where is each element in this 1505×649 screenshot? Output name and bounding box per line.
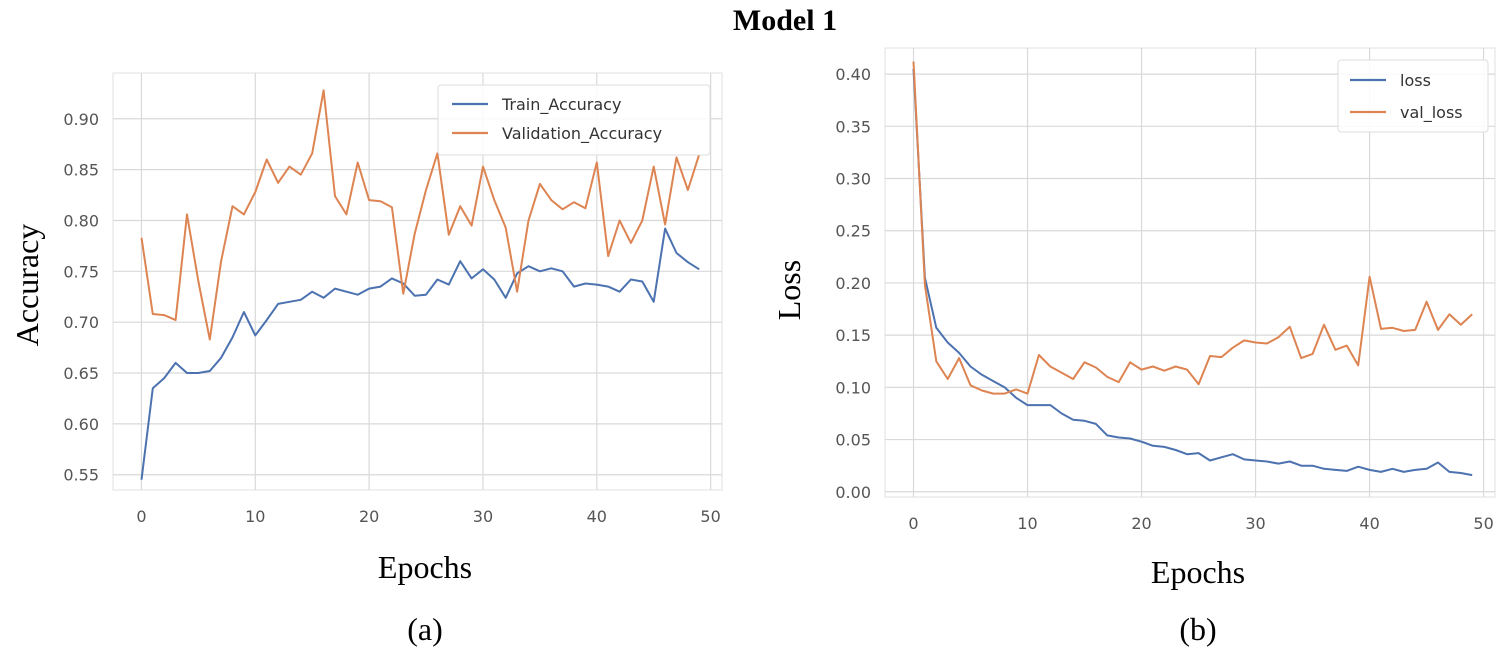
loss-xtick-label: 10 <box>1017 514 1037 533</box>
accuracy-ytick-label: 0.65 <box>63 364 99 383</box>
loss-ytick-label: 0.05 <box>835 431 871 450</box>
loss-lines <box>912 61 1473 477</box>
panel-label-b: (b) <box>1179 611 1216 647</box>
accuracy-ytick-label: 0.60 <box>63 415 99 434</box>
figure-title: Model 1 <box>733 4 837 37</box>
loss-ytick-label: 0.15 <box>835 326 871 345</box>
loss-ytick-label: 0.25 <box>835 222 871 241</box>
accuracy-xtick-label: 50 <box>700 507 720 526</box>
accuracy-legend: Train_Accuracy Validation_Accuracy <box>437 84 711 156</box>
loss-ytick-label: 0.20 <box>835 274 871 293</box>
accuracy-ytick-label: 0.55 <box>63 466 99 485</box>
legend-label-validation-accuracy: Validation_Accuracy <box>502 124 662 144</box>
accuracy-lines <box>140 89 701 480</box>
accuracy-xtick-label: 30 <box>473 507 493 526</box>
accuracy-legend-box <box>437 84 711 156</box>
accuracy-xtick-label: 10 <box>245 507 265 526</box>
accuracy-ytick-label: 0.85 <box>63 161 99 180</box>
accuracy-plot-frame <box>112 72 723 491</box>
loss-series-loss-line <box>912 68 1473 477</box>
accuracy-xtick-label: 0 <box>136 507 146 526</box>
accuracy-ytick-label: 0.90 <box>63 110 99 129</box>
legend-label-val-loss: val_loss <box>1400 103 1463 123</box>
loss-chart: 0 10 20 30 40 50 0.00 0.05 0.10 0.15 0.20 0.25 0.30 0… <box>771 47 1496 647</box>
loss-series-val-loss-line <box>912 61 1473 395</box>
accuracy-ticks: 0 10 20 30 40 50 0.55 0.60 0.65 0.70 0.75 0.80 0.85 0… <box>63 110 720 526</box>
loss-xtick-label: 30 <box>1245 514 1265 533</box>
legend-label-loss: loss <box>1400 71 1431 90</box>
loss-xtick-label: 0 <box>908 514 918 533</box>
loss-y-axis-label: Loss <box>771 260 807 320</box>
accuracy-ytick-label: 0.75 <box>63 262 99 281</box>
panel-label-a: (a) <box>407 611 443 647</box>
accuracy-chart: 0 10 20 30 40 50 0.55 0.60 0.65 0.70 0.75 0.80 0.85 0… <box>9 72 723 647</box>
accuracy-xtick-label: 20 <box>359 507 379 526</box>
accuracy-ytick-label: 0.70 <box>63 313 99 332</box>
accuracy-series-train-accuracy-line <box>140 227 700 480</box>
loss-ytick-label: 0.40 <box>835 65 871 84</box>
loss-xtick-label: 20 <box>1131 514 1151 533</box>
accuracy-series-validation-accuracy-line <box>140 89 701 341</box>
accuracy-x-axis-label: Epochs <box>378 549 472 585</box>
loss-xtick-label: 40 <box>1359 514 1379 533</box>
accuracy-ytick-label: 0.80 <box>63 211 99 230</box>
loss-legend: loss val_loss <box>1337 59 1489 133</box>
accuracy-xtick-label: 40 <box>587 507 607 526</box>
loss-ytick-label: 0.35 <box>835 117 871 136</box>
loss-plot-frame <box>884 47 1496 498</box>
loss-ytick-label: 0.30 <box>835 170 871 189</box>
accuracy-y-axis-label: Accuracy <box>9 224 45 347</box>
loss-legend-box <box>1337 59 1489 133</box>
loss-ytick-label: 0.10 <box>835 378 871 397</box>
loss-ticks: 0 10 20 30 40 50 0.00 0.05 0.10 0.15 0.20 0.25 0.30 0… <box>835 65 1493 533</box>
loss-xtick-label: 50 <box>1473 514 1493 533</box>
loss-x-axis-label: Epochs <box>1151 554 1245 590</box>
legend-label-train-accuracy: Train_Accuracy <box>501 95 621 115</box>
loss-ytick-label: 0.00 <box>835 483 871 502</box>
